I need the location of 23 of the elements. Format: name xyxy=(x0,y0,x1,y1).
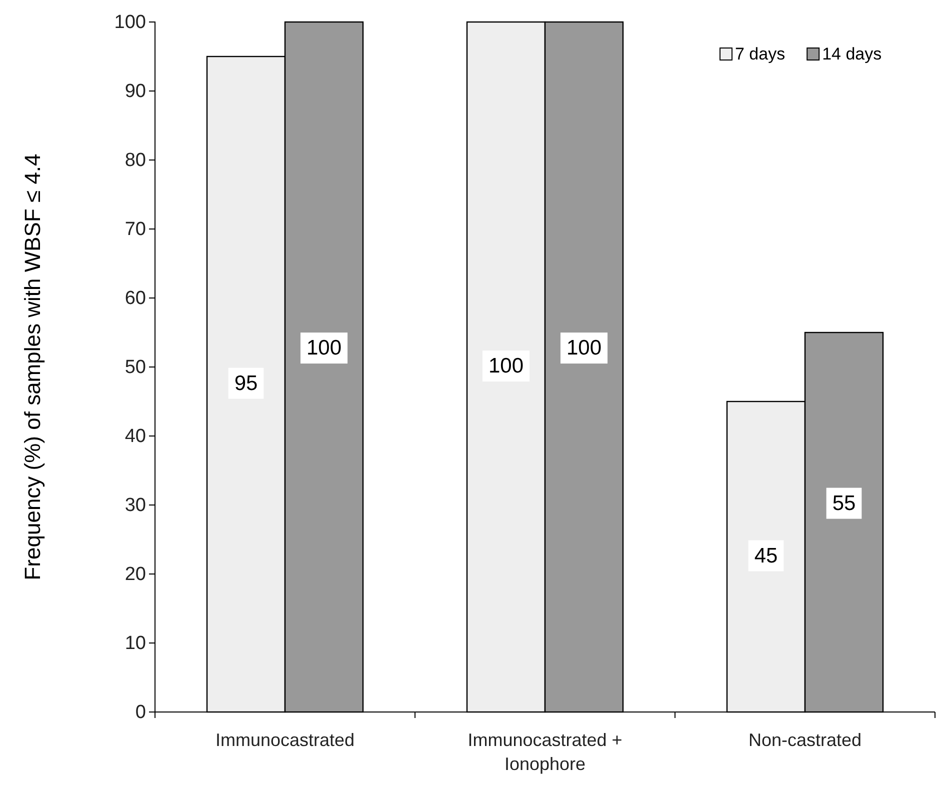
data-label: 100 xyxy=(566,336,602,360)
legend-label: 7 days xyxy=(735,44,786,64)
y-tick-label: 30 xyxy=(124,495,146,516)
data-label: 100 xyxy=(488,354,524,378)
y-axis-title: Frequency (%) of samples with WBSF ≤ 4.4 xyxy=(20,154,45,580)
y-tick-label: 40 xyxy=(124,426,146,448)
y-tick-label: 90 xyxy=(124,81,146,102)
x-tick-label: Immunocastrated xyxy=(215,730,355,750)
y-tick-label: 80 xyxy=(124,150,146,172)
x-tick-label: Immunocastrated + Ionophore xyxy=(468,730,622,774)
data-label: 95 xyxy=(234,372,258,395)
y-tick-label: 100 xyxy=(114,12,146,34)
y-tick-label: 20 xyxy=(124,564,146,586)
y-tick-label: 50 xyxy=(124,357,146,378)
x-tick-label: Non-castrated xyxy=(748,730,862,750)
data-label: 100 xyxy=(306,336,342,360)
data-label: 55 xyxy=(832,492,856,515)
y-tick-label: 60 xyxy=(124,288,146,310)
legend-label: 14 days xyxy=(822,44,882,64)
y-tick-label: 70 xyxy=(124,219,146,240)
data-label: 45 xyxy=(754,544,778,568)
y-tick-label: 0 xyxy=(135,702,146,724)
y-tick-label: 10 xyxy=(124,633,146,654)
